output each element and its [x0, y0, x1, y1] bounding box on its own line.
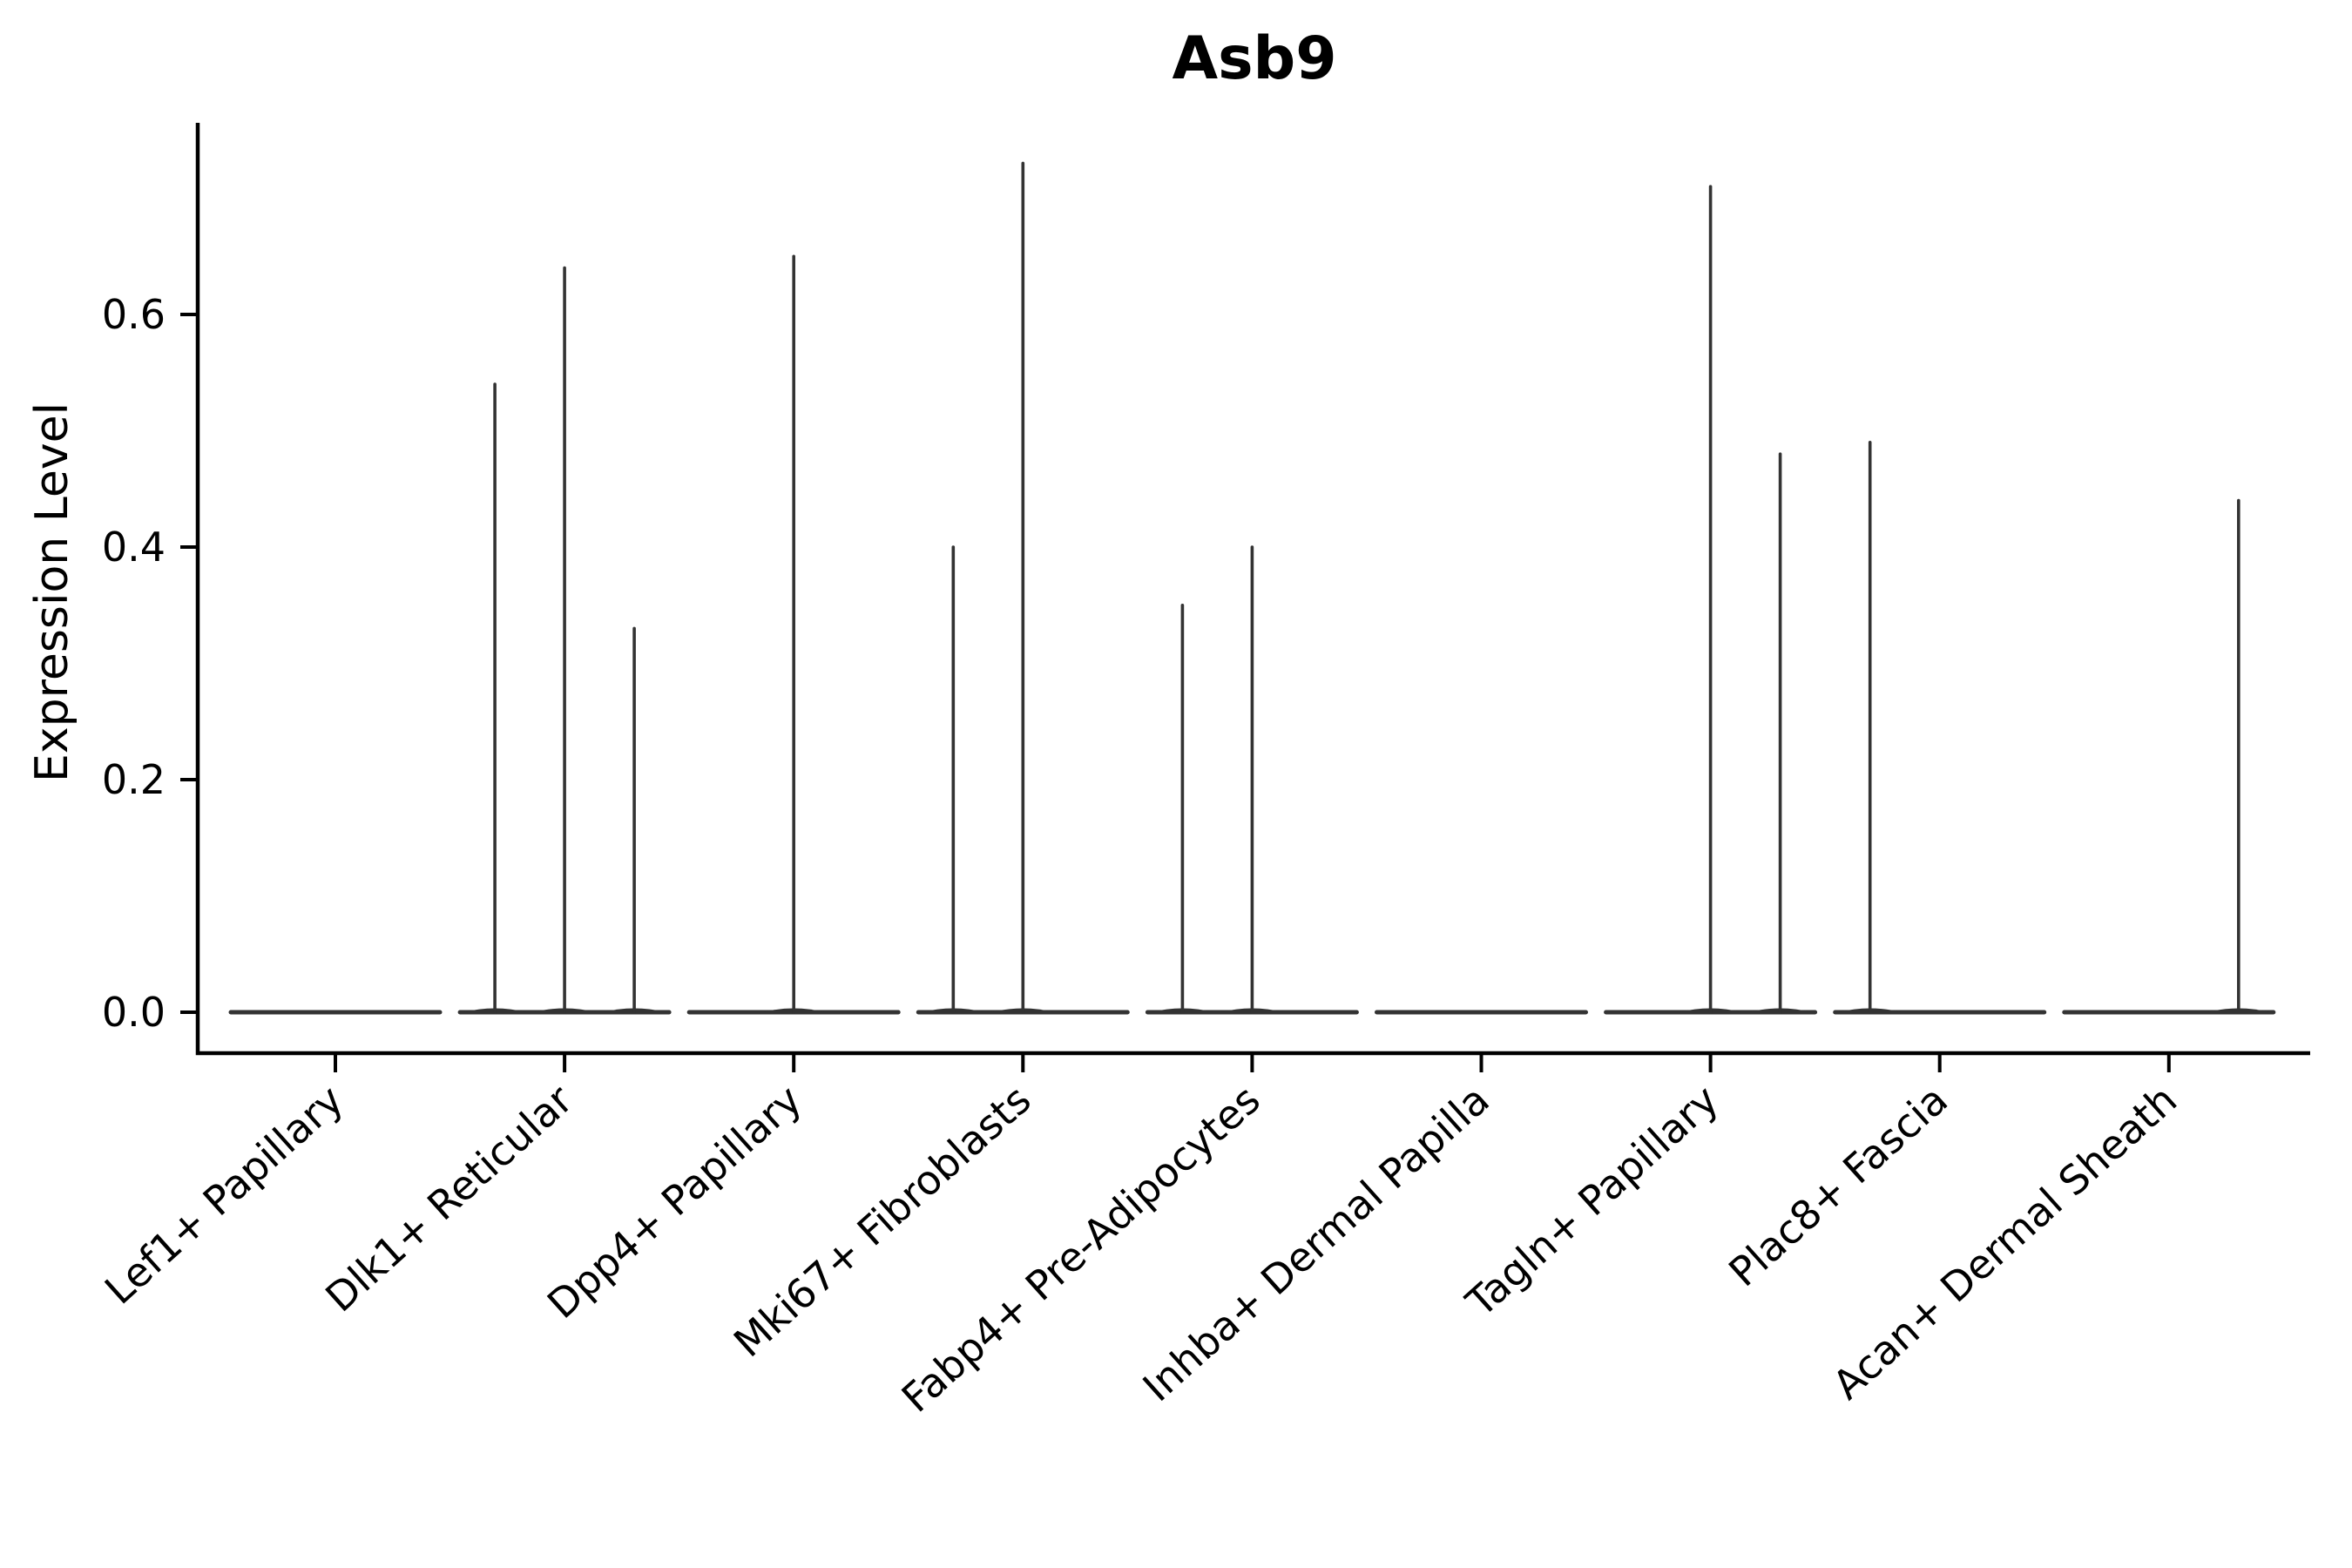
y-tick-label: 0.4 — [102, 524, 166, 571]
y-tick-label: 0.2 — [102, 756, 166, 803]
x-tick-label: Dlk1+ Reticular — [316, 1076, 581, 1321]
y-axis-label: Expression Level — [26, 402, 78, 783]
y-tick-label: 0.0 — [102, 989, 166, 1036]
x-tick-label: Lef1+ Papillary — [96, 1076, 352, 1314]
axis-spines — [195, 123, 2310, 1056]
x-tick-label: Tagln+ Papillary — [1456, 1076, 1727, 1327]
x-tick-label: Fabp4+ Pre-Adipocytes — [893, 1076, 1269, 1422]
chart-title: Asb9 — [1172, 24, 1337, 93]
x-tick-label: Plac8+ Fascia — [1720, 1076, 1957, 1295]
y-tick-label: 0.6 — [102, 291, 166, 338]
violins — [228, 161, 2276, 1015]
